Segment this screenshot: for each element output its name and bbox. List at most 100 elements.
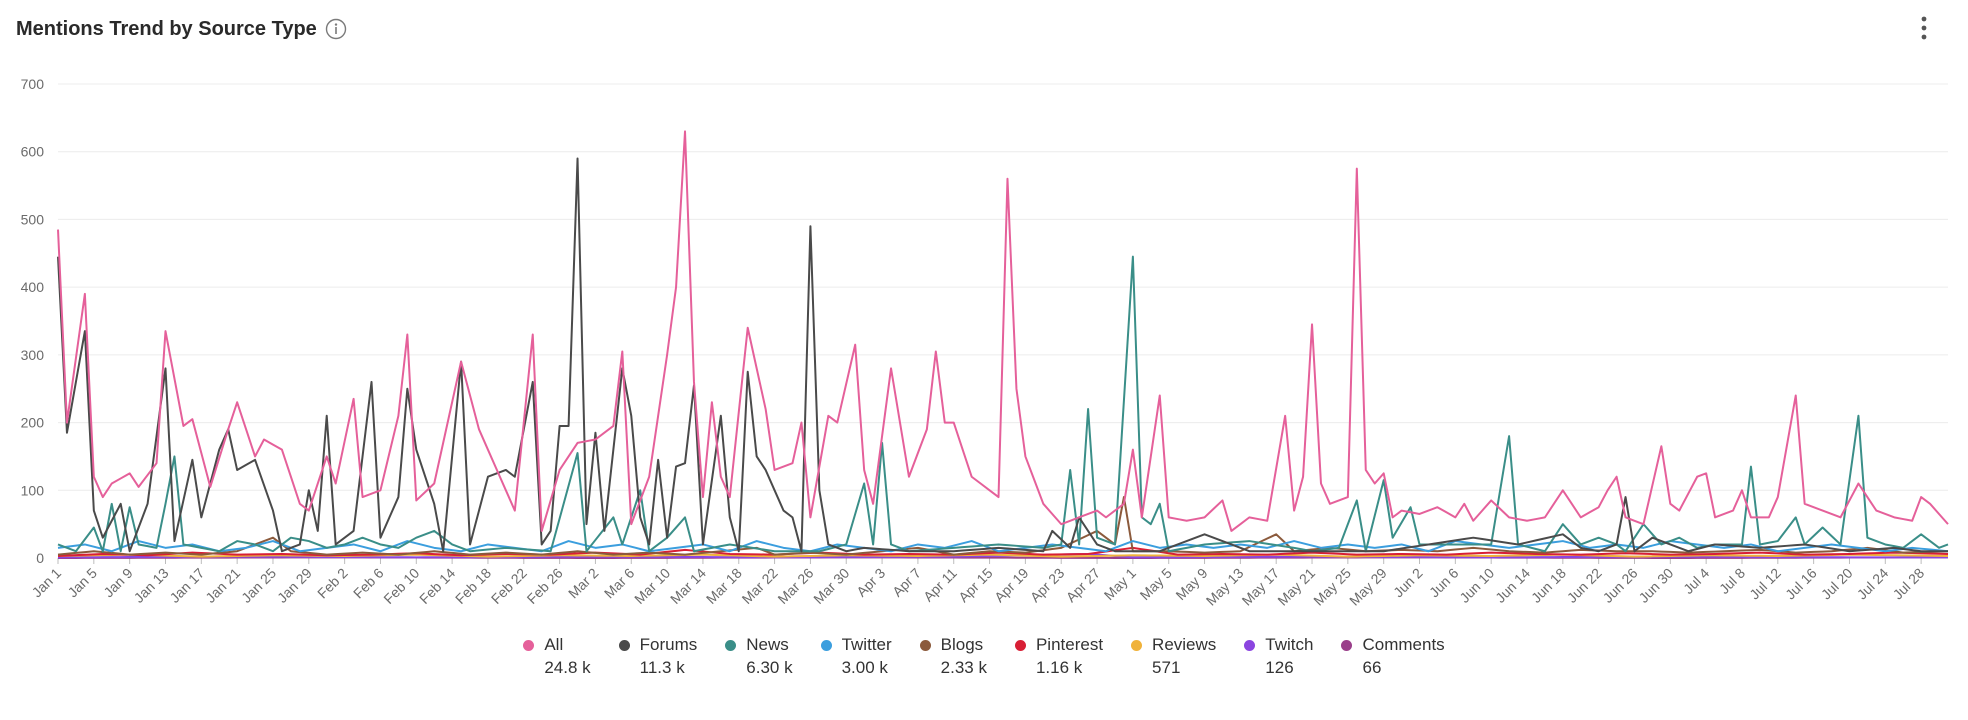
series-line-forums[interactable] [57,157,1948,553]
x-tick-label: May 5 [1137,565,1175,603]
x-tick-label: Jan 25 [238,565,279,606]
legend-label: Pinterest [1035,635,1104,654]
legend-item-news[interactable]: News 6.30 k [725,635,793,678]
y-tick-label: 500 [21,211,45,227]
x-tick-label: Jun 10 [1456,565,1497,606]
x-tick-label: Mar 14 [667,565,709,607]
y-tick-label: 100 [21,482,45,498]
series-line-pinterest[interactable] [57,546,1949,557]
legend-row: Blogs [919,635,987,655]
legend-row: Forums [618,635,698,655]
x-tick-label: Feb 2 [314,565,351,602]
legend-total: 24.8 k [544,658,591,677]
legend-row: Reviews [1131,635,1216,655]
legend-total: 11.3 k [639,658,685,677]
legend-label: Reviews [1152,635,1217,654]
legend-dot-icon [1341,639,1353,651]
x-tick-label: Jul 16 [1782,565,1820,603]
y-axis: 0 100 200 300 400 500 600 700 [21,76,45,566]
series-line-all[interactable] [57,130,1949,532]
legend-row: All [523,635,590,655]
x-tick-label: Mar 30 [810,565,852,607]
x-tick-label: Apr 15 [955,565,996,606]
x-tick-label: Mar 2 [565,565,602,602]
legend-total: 126 [1265,658,1294,677]
legend-total: 2.33 k [940,658,987,677]
legend-item-reviews[interactable]: Reviews 571 [1131,635,1216,678]
legend-row: Pinterest [1014,635,1104,655]
x-tick-label: May 25 [1310,565,1354,609]
legend-item-twitch[interactable]: Twitch 126 [1244,635,1313,678]
x-tick-label: Jun 2 [1390,565,1426,601]
x-tick-label: Mar 10 [631,565,673,607]
x-tick-label: Jul 28 [1890,565,1928,603]
x-tick-label: Apr 3 [853,565,888,600]
legend-item-all[interactable]: All 24.8 k [523,635,591,678]
x-tick-label: Jan 5 [64,565,100,601]
x-tick-label: Jan 29 [274,565,315,606]
x-tick-label: May 21 [1274,565,1318,609]
y-tick-label: 0 [36,550,44,566]
x-tick-label: Jun 18 [1528,565,1569,606]
series-line-news[interactable] [57,255,1949,553]
legend-dot-icon [618,639,630,651]
chart-legend: All 24.8 k Forums 11.3 k News 6.30 k Twitter 3.… [0,635,1968,678]
legend-dot-icon [1131,639,1143,651]
x-tick-label: Jul 8 [1716,565,1748,597]
legend-label: Blogs [940,635,984,654]
legend-total: 6.30 k [746,658,793,677]
x-tick-label: Jul 12 [1746,565,1784,603]
legend-total: 3.00 k [841,658,888,677]
legend-dot-icon [523,639,535,651]
x-tick-label: Feb 26 [524,565,566,607]
legend-label: All [544,635,564,654]
x-tick-label: May 29 [1346,565,1390,609]
y-tick-label: 400 [21,279,45,295]
x-tick-label: May 13 [1203,565,1247,609]
x-tick-label: Jun 26 [1600,565,1641,606]
legend-row: Comments [1341,635,1445,655]
series-line-blogs[interactable] [57,496,1949,556]
chart-title: Mentions Trend by Source Type [16,17,317,40]
legend-label: Twitch [1265,635,1314,654]
legend-item-comments[interactable]: Comments 66 [1341,635,1445,678]
x-tick-label: Mar 22 [739,565,781,607]
legend-dot-icon [1014,639,1026,651]
x-tick-label: Apr 7 [889,565,924,600]
x-tick-label: Jul 24 [1854,565,1892,603]
y-tick-label: 700 [21,76,45,92]
kebab-menu-icon[interactable] [1914,14,1934,42]
x-tick-label: Apr 23 [1027,565,1068,606]
legend-label: News [746,635,789,654]
x-tick-label: Feb 10 [380,565,422,607]
legend-dot-icon [1244,639,1256,651]
x-tick-label: Apr 19 [991,565,1032,606]
legend-item-forums[interactable]: Forums 11.3 k [618,635,698,678]
legend-row: Twitch [1244,635,1313,655]
legend-dot-icon [919,639,931,651]
x-tick-label: Apr 11 [920,565,960,605]
legend-total: 66 [1362,658,1382,677]
series-lines [57,130,1949,559]
legend-label: Forums [639,635,698,654]
x-tick-label: Mar 26 [774,565,816,607]
x-tick-label: May 17 [1239,565,1283,609]
x-tick-label: Jun 30 [1635,565,1676,606]
legend-item-blogs[interactable]: Blogs 2.33 k [919,635,987,678]
legend-item-pinterest[interactable]: Pinterest 1.16 k [1014,635,1104,678]
legend-dot-icon [820,639,832,651]
info-circle-icon[interactable] [325,18,347,40]
x-tick-label: Jan 1 [29,565,65,601]
y-tick-label: 200 [21,415,45,431]
x-tick-label: Jul 4 [1680,565,1712,597]
x-tick-label: Apr 27 [1063,565,1104,606]
x-tick-label: Jun 14 [1492,565,1533,606]
legend-label: Twitter [841,635,892,654]
x-tick-label: Feb 22 [488,565,530,607]
x-tick-label: Jun 22 [1564,565,1605,606]
x-tick-label: Feb 14 [416,565,458,607]
legend-item-twitter[interactable]: Twitter 3.00 k [820,635,892,678]
x-tick-label: Jan 13 [131,565,172,606]
x-tick-label: May 1 [1101,565,1139,603]
x-tick-label: Jan 21 [202,565,243,606]
